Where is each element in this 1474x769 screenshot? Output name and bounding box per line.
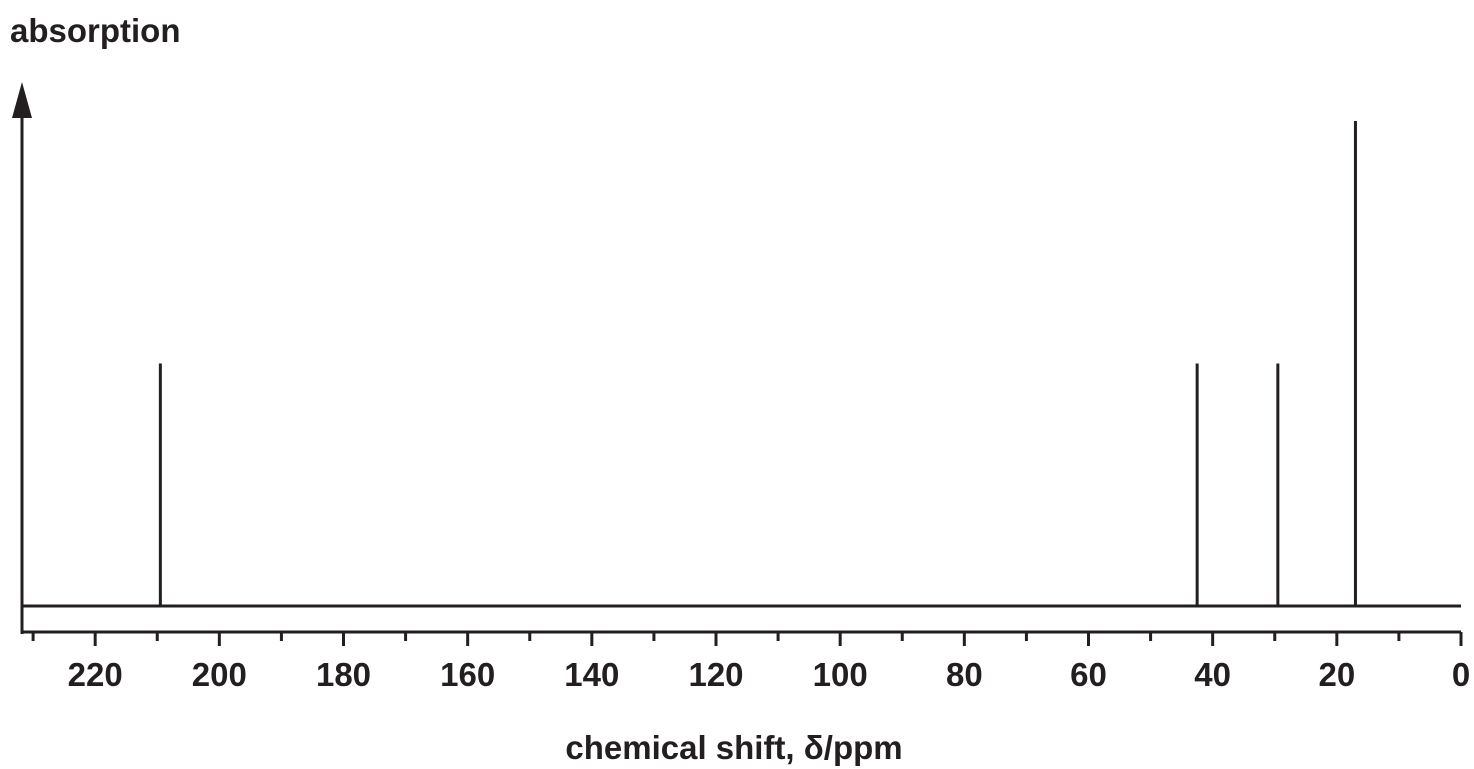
x-axis-label: chemical shift, δ/ppm: [565, 729, 902, 766]
x-tick-label: 80: [946, 656, 983, 693]
x-tick-label: 120: [688, 656, 743, 693]
x-tick-label: 100: [813, 656, 868, 693]
x-tick-label: 60: [1070, 656, 1107, 693]
x-axis-tick-labels: 220 200 180 160 140 120 100 80 60 40 20 0: [68, 656, 1471, 693]
x-tick-label: 20: [1318, 656, 1355, 693]
x-tick-label: 180: [316, 656, 371, 693]
x-tick-label: 0: [1452, 656, 1470, 693]
y-axis-label: absorption: [10, 12, 181, 49]
x-tick-label: 200: [192, 656, 247, 693]
x-tick-label: 160: [440, 656, 495, 693]
y-axis-arrow-icon: [12, 82, 32, 118]
x-tick-label: 40: [1194, 656, 1231, 693]
x-axis-ticks: [31, 632, 1463, 646]
spectrum-peaks: [158, 121, 1357, 606]
x-tick-label: 140: [564, 656, 619, 693]
x-tick-label: 220: [68, 656, 123, 693]
